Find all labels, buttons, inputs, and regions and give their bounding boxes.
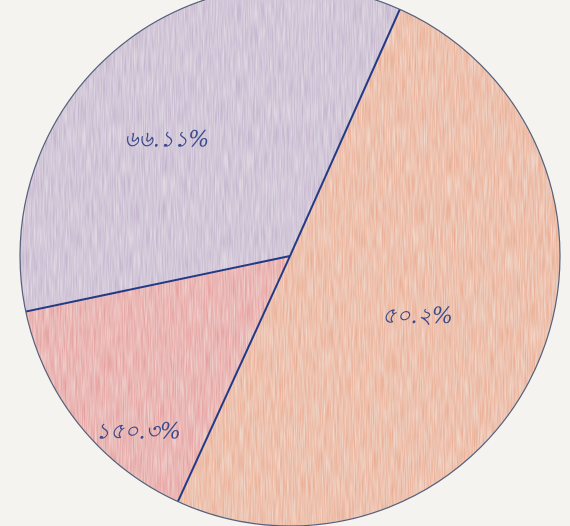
slice-edge-3 xyxy=(25,255,291,313)
slice-label-1: ৫০.২% xyxy=(382,304,453,329)
slice-edge-2 xyxy=(176,255,291,503)
pie-slice-3 xyxy=(20,0,400,312)
pie-slices xyxy=(20,0,561,526)
pie-slice-1 xyxy=(177,9,561,526)
slice-edges xyxy=(25,8,401,503)
slice-label-3: ৬৬.১১% xyxy=(124,127,209,152)
slice-labels: ৫০.২% ১৫০.৩% ৬৬.১১% xyxy=(96,127,453,444)
pie-outline xyxy=(19,0,561,526)
slice-edge-1 xyxy=(289,8,401,257)
slice-label-2: ১৫০.৩% xyxy=(96,419,181,444)
pie-slice-2 xyxy=(25,256,290,502)
